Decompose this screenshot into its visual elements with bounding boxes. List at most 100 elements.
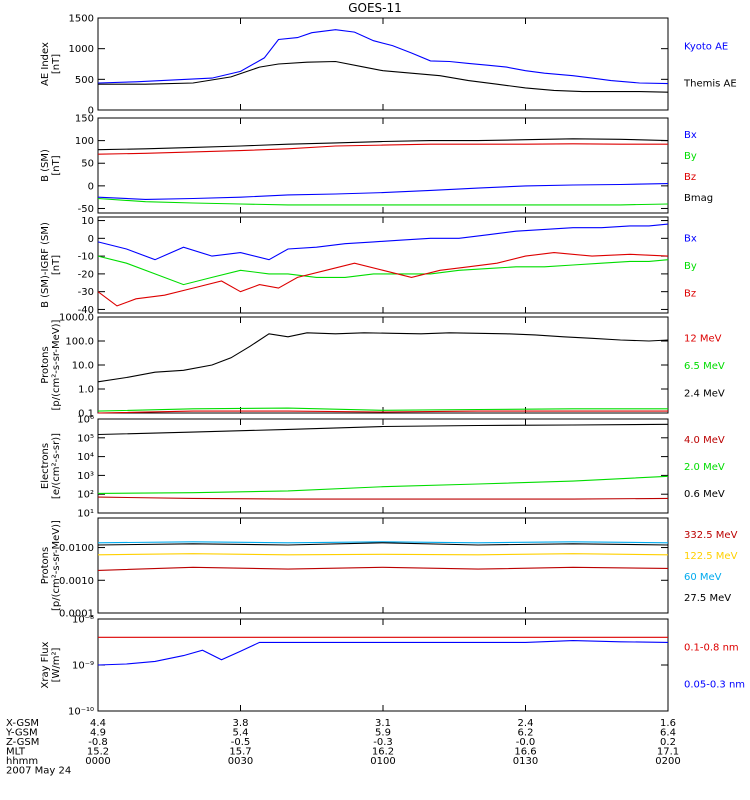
series-line-6-5-mev: [97, 407, 668, 412]
y-tick-label: 0: [88, 181, 94, 192]
footer-value: 16.6: [514, 747, 536, 758]
footer-value: 4.9: [90, 728, 106, 739]
footer-value: 6.4: [660, 728, 676, 739]
y-tick-label: 10²: [77, 490, 94, 501]
series-line-bmag: [97, 138, 669, 151]
footer-row-label: Z-GSM: [6, 737, 39, 748]
footer-value: 15.2: [87, 747, 109, 758]
y-axis-label: Xray Flux: [40, 641, 51, 688]
y-tick-label: 10.0: [72, 361, 94, 372]
series-line-bx: [97, 183, 669, 200]
legend-entry: Bz: [684, 288, 696, 299]
legend-entry: 332.5 MeV: [684, 530, 738, 541]
legend-entry: 0.1-0.8 nm: [684, 643, 739, 654]
y-axis-label: [nT]: [51, 54, 62, 74]
footer-value: 5.9: [375, 728, 391, 739]
legend-entry: By: [684, 261, 697, 272]
footer-value: 16.2: [372, 747, 394, 758]
y-axis-label: [nT]: [51, 255, 62, 275]
y-tick-label: 10⁻⁹: [72, 661, 94, 672]
y-axis-label: [e/(cm²-s-sr)]: [51, 433, 62, 499]
series-line-60-mev: [97, 541, 669, 544]
legend-entry: 2.4 MeV: [684, 388, 725, 399]
panel-frame: [97, 316, 669, 414]
y-tick-label: 10⁵: [77, 433, 94, 444]
y-axis-label: B (SM)-IGRF (SM): [40, 222, 51, 308]
figure-title: GOES-11: [348, 1, 402, 15]
y-tick-label: 0.1: [78, 409, 94, 420]
panel-5: 10¹ 10² 10³ 10⁴ 10⁵ 10⁶ Electrons [e/(cm²-s-sr)…: [40, 415, 725, 520]
panel-frame: [97, 17, 669, 111]
footer-value: 2.4: [518, 718, 534, 729]
footer-value: 15.7: [229, 747, 251, 758]
y-tick-label: 10⁴: [77, 452, 94, 463]
footer-value: 0030: [228, 756, 253, 767]
y-tick-label: -20: [78, 269, 94, 280]
y-tick-label: -40: [78, 305, 94, 316]
footer-value: 1.6: [660, 718, 676, 729]
footer-value: -0.3: [373, 737, 393, 748]
footer-value: 4.4: [90, 718, 106, 729]
series-line-12-mev: [97, 410, 668, 414]
y-tick-label: 10⁻⁸: [72, 615, 94, 626]
y-tick-label: 10⁶: [77, 415, 94, 426]
footer-value: -0.0: [516, 737, 536, 748]
series-line-2-4-mev: [97, 332, 669, 383]
footer-row-label: MLT: [6, 747, 26, 758]
y-tick-label: 0: [88, 234, 94, 245]
y-axis-label: AE Index: [40, 42, 51, 86]
y-tick-label: 500: [75, 75, 94, 86]
legend-entry: Kyoto AE: [684, 42, 728, 53]
y-tick-label: 1000: [69, 44, 94, 55]
legend-entry: 0.05-0.3 nm: [684, 679, 745, 690]
footer-value: 17.1: [657, 747, 679, 758]
legend-entry: Bmag: [684, 193, 713, 204]
series-line-332-5-mev: [97, 566, 669, 571]
series-line-27-5-mev: [97, 542, 669, 546]
legend-entry: By: [684, 151, 697, 162]
y-tick-label: 150: [75, 114, 94, 125]
y-axis-label: Protons: [40, 547, 51, 584]
footer-value: -0.5: [231, 737, 251, 748]
series-line-kyoto-ae: [97, 29, 669, 85]
panel-3: -40 -30 -20 -10 0 10 B (SM)-IGRF (SM) [nT] Bx By B…: [40, 216, 697, 316]
footer-value: 3.8: [233, 718, 249, 729]
legend-entry: Themis AE: [683, 78, 737, 89]
y-tick-label: 0.0001: [59, 609, 94, 620]
legend-entry: Bx: [684, 234, 697, 245]
y-tick-label: 1000.0: [59, 313, 94, 324]
footer-value: 0000: [85, 756, 110, 767]
legend-entry: 4.0 MeV: [684, 435, 725, 446]
panel-4: 0.1 1.0 10.0 100.0 1000.0 Protons [p/(cm²-s-sr…: [40, 313, 725, 420]
y-tick-label: 10⁻¹⁰: [68, 707, 94, 718]
legend-entry: 12 MeV: [684, 334, 722, 345]
panel-6: 0.0001 0.0010 0.0100 Protons [p/(cm²-s-sr-Me…: [40, 517, 738, 620]
y-tick-label: 100.0: [65, 337, 94, 348]
y-tick-label: 50: [81, 159, 94, 170]
panel-1: 0 500 1000 1500 AE Index [nT] Kyoto AE Themis A…: [40, 14, 737, 117]
footer-row-label: Y-GSM: [5, 728, 38, 739]
y-tick-label: -10: [78, 252, 94, 263]
series-line-4-0-mev: [97, 496, 669, 500]
y-tick-label: -50: [78, 204, 94, 215]
panel-2: -50 0 50 100 150 B (SM) [nT] Bx By Bz Bmag: [40, 114, 713, 215]
legend-entry: Bx: [684, 130, 697, 141]
series-line-by: [97, 197, 669, 206]
series-line-2-0-mev: [97, 475, 669, 494]
legend-entry: 122.5 MeV: [684, 551, 738, 562]
y-tick-label: 1500: [69, 14, 94, 25]
series-line-bx: [97, 223, 669, 261]
footer-row-label: X-GSM: [6, 718, 39, 729]
y-axis-label: [nT]: [51, 155, 62, 175]
footer-value: 0200: [655, 756, 680, 767]
y-axis-label: [p/(cm²-s-sr-MeV)]: [51, 319, 62, 410]
panel-frame: [97, 618, 669, 712]
series-line-bz: [97, 143, 668, 155]
y-axis-label: [W/m²]: [51, 647, 62, 682]
footer-value: 0100: [370, 756, 395, 767]
series-line-0-6-mev: [97, 423, 669, 436]
y-tick-label: 0.0010: [59, 576, 94, 587]
y-tick-label: -30: [78, 287, 94, 298]
legend-entry: 27.5 MeV: [684, 593, 731, 604]
